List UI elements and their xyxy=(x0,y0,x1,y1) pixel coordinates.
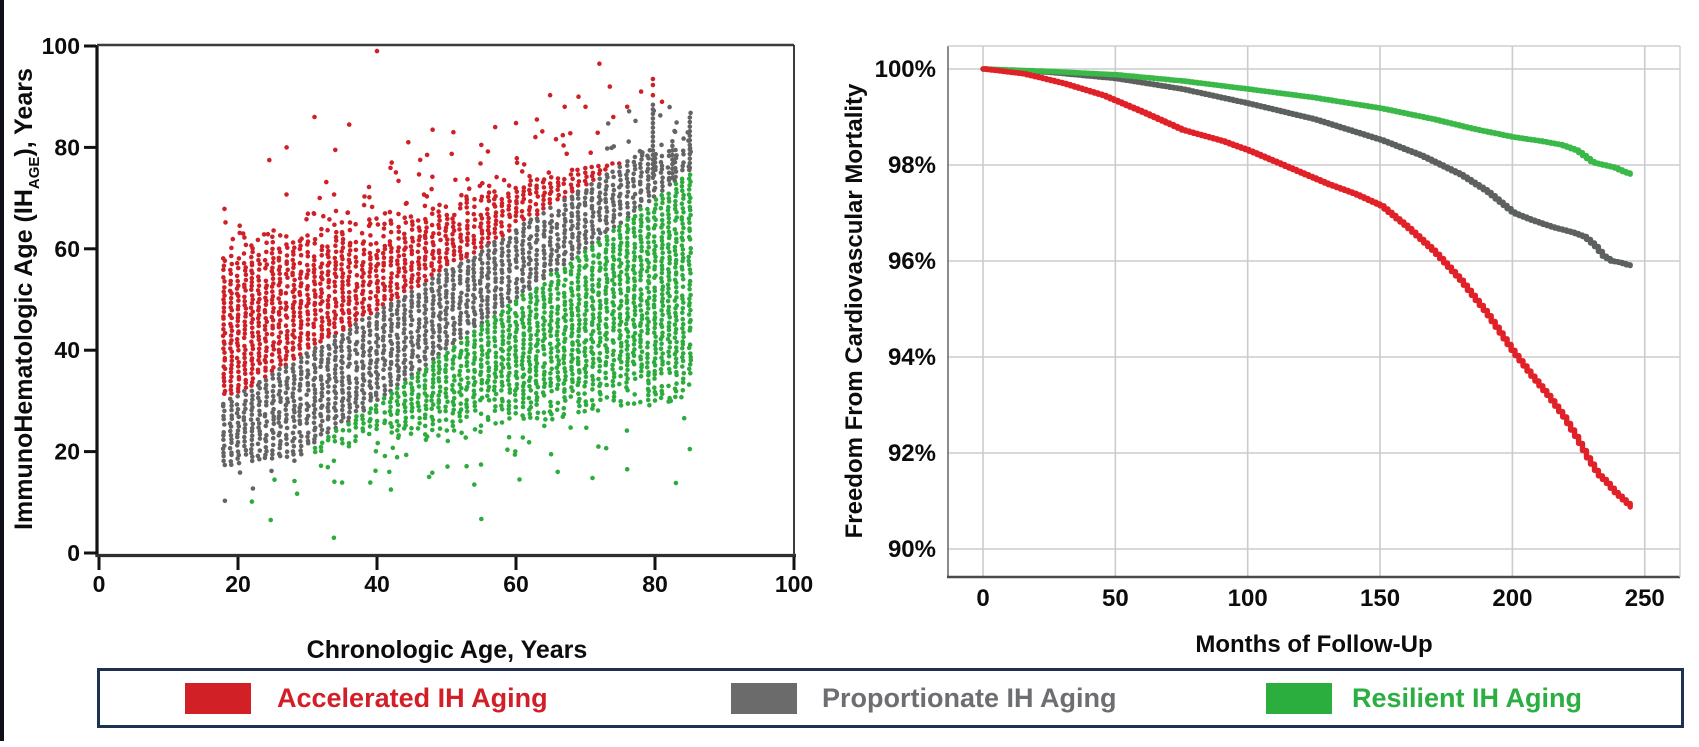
scatter-x-tick-label: 80 xyxy=(642,571,668,597)
survival-curve-resilient xyxy=(980,66,1633,177)
scatter-tick-labels: 0 20 40 60 80 100 0 20 40 60 80 100 xyxy=(42,33,814,597)
survival-y-tick-label: 90% xyxy=(888,536,936,563)
legend-label-proportionate: Proportionate IH Aging xyxy=(822,683,1117,713)
survival-gridlines xyxy=(948,46,1680,577)
survival-frame xyxy=(947,45,1681,579)
survival-curves xyxy=(980,66,1633,510)
scatter-points-layer xyxy=(220,48,694,541)
survival-x-tick-label: 150 xyxy=(1360,585,1400,612)
scatter-dots-accelerated xyxy=(220,48,665,396)
scatter-dots-resilient xyxy=(249,172,694,541)
scatter-y-tick-label: 100 xyxy=(42,33,80,59)
scatter-y-tick-label: 60 xyxy=(54,236,80,262)
survival-y-tick-label: 100% xyxy=(875,56,936,83)
legend-swatch-proportionate xyxy=(731,683,797,714)
scatter-x-tick-label: 100 xyxy=(775,571,813,597)
legend-swatch-resilient xyxy=(1266,683,1332,714)
survival-y-axis-title: Freedom From Cardiovascular Mortality xyxy=(841,83,868,538)
survival-x-tick-label: 100 xyxy=(1228,585,1268,612)
survival-y-tick-label: 92% xyxy=(888,440,936,467)
survival-y-tick-label: 94% xyxy=(888,344,936,371)
scatter-x-tick-label: 40 xyxy=(364,571,390,597)
scatter-x-tick-label: 0 xyxy=(93,571,106,597)
scatter-x-axis-title: Chronologic Age, Years xyxy=(307,636,588,664)
legend-swatch-accelerated xyxy=(185,683,251,714)
survival-y-tick-label: 98% xyxy=(888,152,936,179)
scatter-plot: 0 20 40 60 80 100 0 20 40 60 80 100 Chronologic Age… xyxy=(10,33,813,664)
scatter-y-axis-title: ImmunoHematologic Age (IHAGE), Years xyxy=(10,68,43,530)
survival-x-tick-label: 0 xyxy=(976,585,989,612)
survival-curve-accelerated xyxy=(980,66,1633,510)
scatter-x-tick-label: 60 xyxy=(503,571,529,597)
figure-left-border xyxy=(0,0,4,741)
scatter-x-tick-label: 20 xyxy=(225,571,251,597)
scatter-y-tick-label: 0 xyxy=(67,540,80,566)
survival-y-tick-label: 96% xyxy=(888,248,936,275)
legend xyxy=(97,668,1684,728)
survival-plot: 100% 98% 96% 94% 92% 90% 0 50 100 150 200 250 Month… xyxy=(841,45,1681,658)
survival-x-tick-label: 200 xyxy=(1492,585,1532,612)
scatter-y-tick-label: 20 xyxy=(54,439,80,465)
legend-label-accelerated: Accelerated IH Aging xyxy=(277,683,548,713)
survival-x-tick-label: 50 xyxy=(1102,585,1129,612)
survival-x-tick-label: 250 xyxy=(1625,585,1665,612)
scatter-y-tick-label: 40 xyxy=(54,337,80,363)
legend-label-resilient: Resilient IH Aging xyxy=(1352,683,1583,713)
scatter-y-tick-label: 80 xyxy=(54,134,80,160)
survival-tick-labels: 100% 98% 96% 94% 92% 90% 0 50 100 150 200 250 xyxy=(875,56,1665,612)
scatter-dots-proportionate xyxy=(220,102,694,504)
scatter-axes xyxy=(84,43,796,570)
survival-x-axis-title: Months of Follow-Up xyxy=(1195,631,1432,658)
